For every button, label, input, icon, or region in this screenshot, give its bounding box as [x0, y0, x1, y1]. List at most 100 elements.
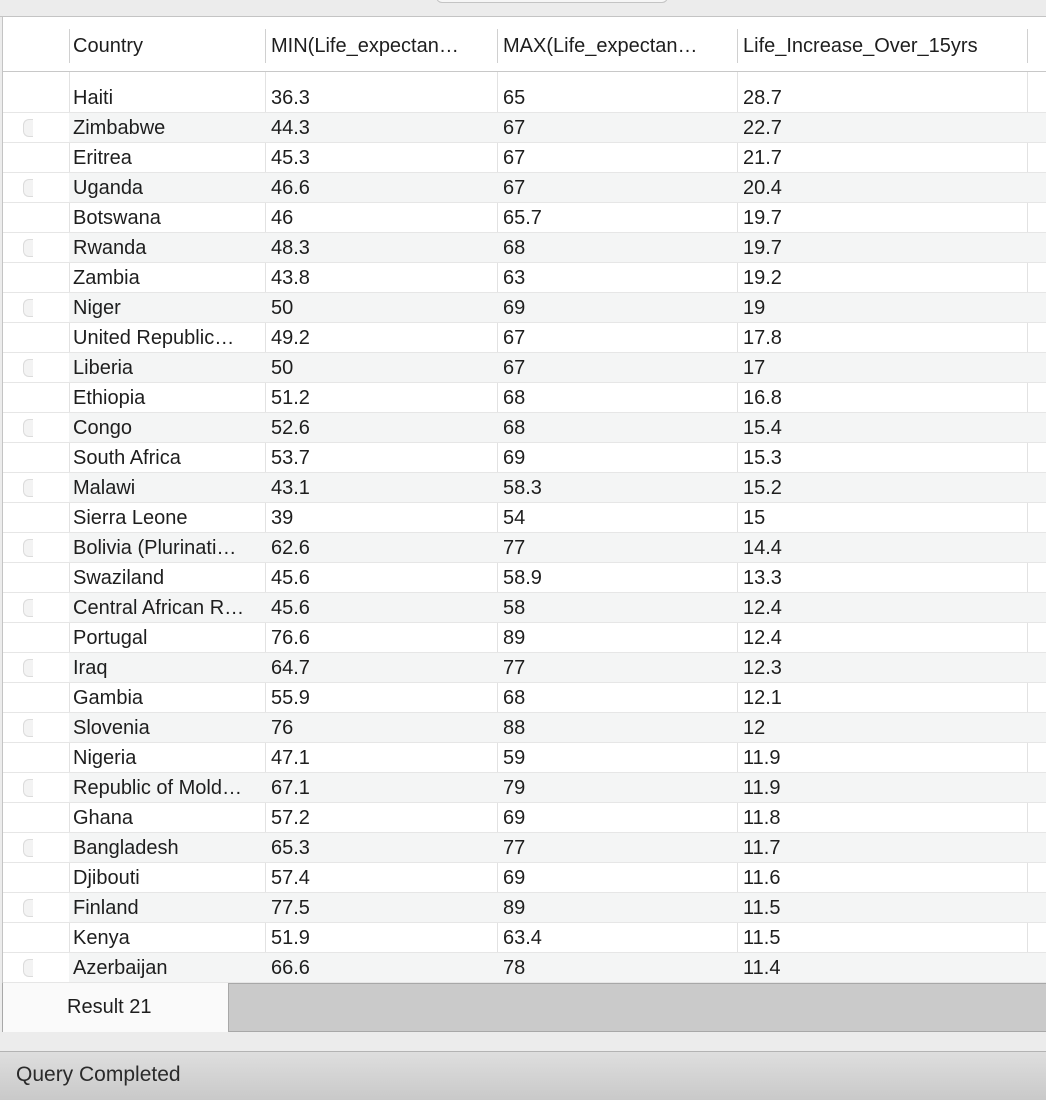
- cell-max-life-expectancy[interactable]: 67: [503, 147, 526, 169]
- cell-min-life-expectancy[interactable]: 77.5: [271, 897, 310, 919]
- column-header-max-life-expectancy[interactable]: MAX(Life_expectan…: [503, 35, 698, 57]
- cell-country[interactable]: Kenya: [73, 927, 130, 949]
- row-selector[interactable]: [23, 659, 33, 677]
- result-grid[interactable]: Country MIN(Life_expectan… MAX(Life_expe…: [2, 17, 1046, 983]
- table-row[interactable]: Bolivia (Plurinati… 62.6 77 14.4: [3, 533, 1046, 563]
- row-selector[interactable]: [23, 839, 33, 857]
- cell-min-life-expectancy[interactable]: 36.3: [271, 87, 310, 109]
- table-row[interactable]: Finland 77.5 89 11.5: [3, 893, 1046, 923]
- cell-max-life-expectancy[interactable]: 69: [503, 807, 526, 829]
- row-selector[interactable]: [23, 239, 33, 257]
- table-row[interactable]: Central African R… 45.6 58 12.4: [3, 593, 1046, 623]
- cell-country[interactable]: Bangladesh: [73, 837, 179, 859]
- cell-min-life-expectancy[interactable]: 51.2: [271, 387, 310, 409]
- column-header-life-increase[interactable]: Life_Increase_Over_15yrs: [743, 35, 978, 57]
- table-row[interactable]: Kenya 51.9 63.4 11.5: [3, 923, 1046, 953]
- cell-life-increase[interactable]: 21.7: [743, 147, 782, 169]
- cell-country[interactable]: Haiti: [73, 87, 114, 109]
- table-row[interactable]: Ethiopia 51.2 68 16.8: [3, 383, 1046, 413]
- cell-max-life-expectancy[interactable]: 59: [503, 747, 526, 769]
- cell-life-increase[interactable]: 12.1: [743, 687, 782, 709]
- cell-min-life-expectancy[interactable]: 52.6: [271, 417, 310, 439]
- table-row[interactable]: Malawi 43.1 58.3 15.2: [3, 473, 1046, 503]
- table-row[interactable]: South Africa 53.7 69 15.3: [3, 443, 1046, 473]
- cell-life-increase[interactable]: 12.4: [743, 597, 782, 619]
- cell-max-life-expectancy[interactable]: 89: [503, 897, 526, 919]
- cell-max-life-expectancy[interactable]: 68: [503, 687, 526, 709]
- row-selector[interactable]: [23, 359, 33, 377]
- column-header-country[interactable]: Country: [73, 35, 144, 57]
- cell-min-life-expectancy[interactable]: 53.7: [271, 447, 310, 469]
- cell-max-life-expectancy[interactable]: 67: [503, 117, 526, 139]
- cell-country[interactable]: Uganda: [73, 177, 144, 199]
- table-row[interactable]: Ghana 57.2 69 11.8: [3, 803, 1046, 833]
- table-row[interactable]: Republic of Mold… 67.1 79 11.9: [3, 773, 1046, 803]
- cell-country[interactable]: Azerbaijan: [73, 957, 168, 979]
- table-row[interactable]: Iraq 64.7 77 12.3: [3, 653, 1046, 683]
- cell-max-life-expectancy[interactable]: 79: [503, 777, 526, 799]
- cell-life-increase[interactable]: 19: [743, 297, 766, 319]
- cell-min-life-expectancy[interactable]: 64.7: [271, 657, 310, 679]
- cell-min-life-expectancy[interactable]: 47.1: [271, 747, 310, 769]
- cell-life-increase[interactable]: 15: [743, 507, 766, 529]
- cell-country[interactable]: Nigeria: [73, 747, 137, 769]
- cell-life-increase[interactable]: 11.5: [743, 897, 781, 919]
- table-row[interactable]: Sierra Leone 39 54 15: [3, 503, 1046, 533]
- cell-country[interactable]: Eritrea: [73, 147, 132, 169]
- cell-life-increase[interactable]: 14.4: [743, 537, 782, 559]
- cell-country[interactable]: Swaziland: [73, 567, 165, 589]
- cell-country[interactable]: Bolivia (Plurinati…: [73, 537, 237, 559]
- column-header-min-life-expectancy[interactable]: MIN(Life_expectan…: [271, 35, 459, 57]
- cell-min-life-expectancy[interactable]: 48.3: [271, 237, 310, 259]
- table-row[interactable]: Eritrea 45.3 67 21.7: [3, 143, 1046, 173]
- cell-max-life-expectancy[interactable]: 63.4: [503, 927, 542, 949]
- cell-life-increase[interactable]: 17.8: [743, 327, 782, 349]
- cell-life-increase[interactable]: 13.3: [743, 567, 782, 589]
- cell-max-life-expectancy[interactable]: 67: [503, 177, 526, 199]
- cell-life-increase[interactable]: 16.8: [743, 387, 782, 409]
- cell-life-increase[interactable]: 11.7: [743, 837, 781, 859]
- cell-max-life-expectancy[interactable]: 69: [503, 447, 526, 469]
- row-selector[interactable]: [23, 479, 33, 497]
- cell-min-life-expectancy[interactable]: 57.4: [271, 867, 310, 889]
- tab-result-21[interactable]: Result 21: [3, 983, 229, 1032]
- table-row[interactable]: Uganda 46.6 67 20.4: [3, 173, 1046, 203]
- row-selector[interactable]: [23, 419, 33, 437]
- cell-max-life-expectancy[interactable]: 69: [503, 867, 526, 889]
- table-row[interactable]: Zambia 43.8 63 19.2: [3, 263, 1046, 293]
- column-divider[interactable]: [497, 29, 498, 63]
- table-row[interactable]: Nigeria 47.1 59 11.9: [3, 743, 1046, 773]
- cell-max-life-expectancy[interactable]: 65: [503, 87, 526, 109]
- cell-min-life-expectancy[interactable]: 76.6: [271, 627, 310, 649]
- cell-country[interactable]: Zambia: [73, 267, 140, 289]
- table-row[interactable]: United Republic… 49.2 67 17.8: [3, 323, 1046, 353]
- cell-life-increase[interactable]: 15.3: [743, 447, 782, 469]
- cell-life-increase[interactable]: 15.4: [743, 417, 782, 439]
- cell-country[interactable]: Liberia: [73, 357, 134, 379]
- cell-life-increase[interactable]: 11.6: [743, 867, 781, 889]
- cell-life-increase[interactable]: 22.7: [743, 117, 782, 139]
- cell-country[interactable]: Republic of Mold…: [73, 777, 242, 799]
- table-row[interactable]: Rwanda 48.3 68 19.7: [3, 233, 1046, 263]
- table-row[interactable]: Gambia 55.9 68 12.1: [3, 683, 1046, 713]
- cell-max-life-expectancy[interactable]: 68: [503, 387, 526, 409]
- cell-min-life-expectancy[interactable]: 51.9: [271, 927, 310, 949]
- cell-country[interactable]: Niger: [73, 297, 121, 319]
- cell-life-increase[interactable]: 19.2: [743, 267, 782, 289]
- cell-min-life-expectancy[interactable]: 45.3: [271, 147, 310, 169]
- cell-min-life-expectancy[interactable]: 49.2: [271, 327, 310, 349]
- cell-life-increase[interactable]: 12.4: [743, 627, 782, 649]
- row-selector[interactable]: [23, 779, 33, 797]
- cell-country[interactable]: Ghana: [73, 807, 134, 829]
- cell-min-life-expectancy[interactable]: 67.1: [271, 777, 310, 799]
- cell-max-life-expectancy[interactable]: 77: [503, 657, 526, 679]
- cell-min-life-expectancy[interactable]: 50: [271, 357, 294, 379]
- table-row[interactable]: Congo 52.6 68 15.4: [3, 413, 1046, 443]
- column-divider[interactable]: [737, 29, 738, 63]
- table-row[interactable]: Slovenia 76 88 12: [3, 713, 1046, 743]
- cell-life-increase[interactable]: 11.9: [743, 777, 781, 799]
- cell-max-life-expectancy[interactable]: 68: [503, 417, 526, 439]
- cell-max-life-expectancy[interactable]: 89: [503, 627, 526, 649]
- cell-max-life-expectancy[interactable]: 67: [503, 357, 526, 379]
- cell-min-life-expectancy[interactable]: 45.6: [271, 597, 310, 619]
